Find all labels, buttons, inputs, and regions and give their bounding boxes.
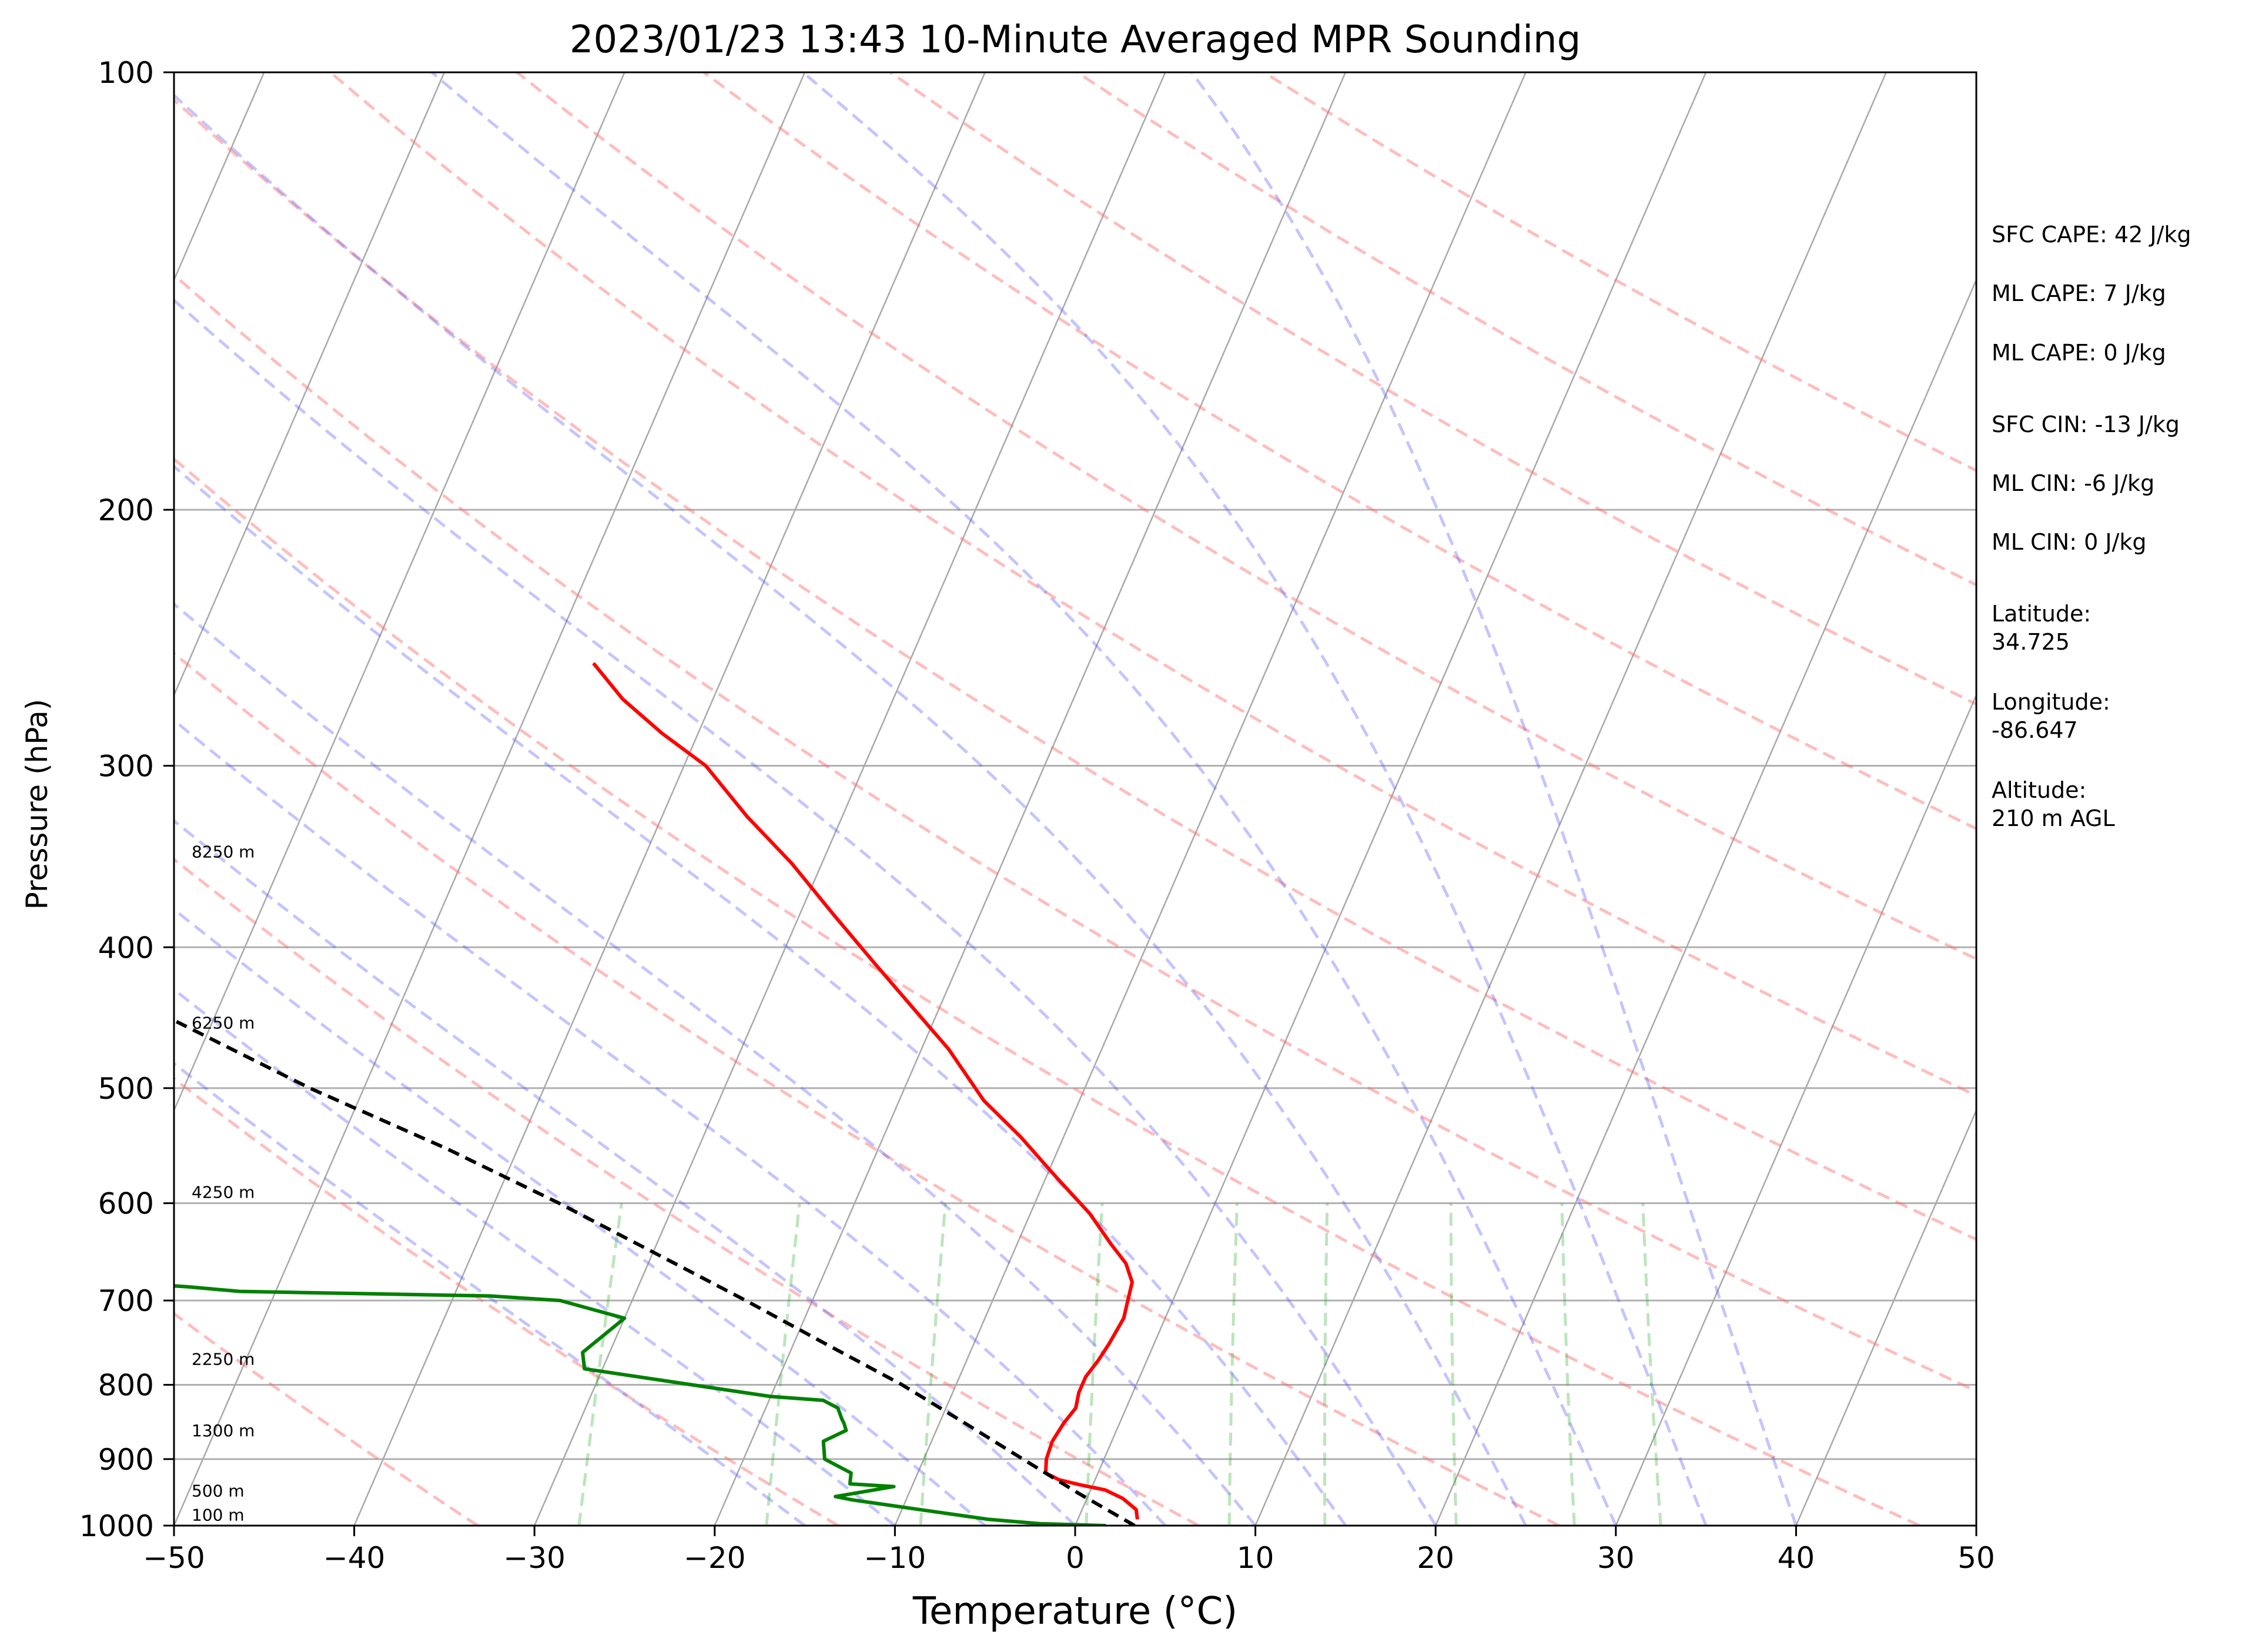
x-tick-label: −30 bbox=[503, 1541, 565, 1575]
height-label: 4250 m bbox=[192, 1183, 255, 1202]
dry-adiabat-line bbox=[329, 72, 1976, 1098]
x-tick-label: −50 bbox=[143, 1541, 205, 1575]
mixing-ratio-line bbox=[577, 1203, 623, 1526]
latitude-text: Latitude: 34.725 bbox=[1992, 601, 2092, 655]
y-tick-label: 800 bbox=[98, 1368, 154, 1402]
mixing-ratio-line bbox=[1449, 1203, 1458, 1526]
y-tick-label: 300 bbox=[98, 749, 154, 783]
isotherm-line bbox=[174, 72, 446, 697]
y-tick-label: 1000 bbox=[79, 1509, 154, 1543]
x-tick-label: 0 bbox=[1066, 1541, 1085, 1575]
dry-adiabat-line bbox=[174, 651, 1560, 1526]
isotherm-line bbox=[174, 72, 806, 1526]
parcel-path-line bbox=[175, 1020, 1136, 1526]
x-tick-label: −40 bbox=[323, 1541, 386, 1575]
sfc-cin-text: SFC CIN: -13 J/kg bbox=[1992, 412, 2180, 437]
isotherm-line bbox=[1254, 72, 1887, 1526]
x-tick-label: 20 bbox=[1417, 1541, 1454, 1575]
height-label: 8250 m bbox=[192, 842, 255, 862]
chart-title: 2023/01/23 13:43 10-Minute Averaged MPR … bbox=[570, 18, 1581, 62]
dry-adiabat-line bbox=[174, 273, 1976, 1393]
isotherm-line bbox=[1795, 1108, 1976, 1526]
height-label: 2250 m bbox=[192, 1349, 255, 1369]
moist-adiabat-line bbox=[174, 93, 1527, 1526]
mixing-ratio-line bbox=[919, 1203, 947, 1526]
moist-adiabat-line bbox=[174, 1061, 806, 1526]
x-tick-label: 10 bbox=[1237, 1541, 1274, 1575]
height-label: 500 m bbox=[192, 1482, 245, 1501]
moist-adiabat-line bbox=[174, 464, 1347, 1526]
isotherm-line bbox=[714, 72, 1347, 1526]
mixing-ratio-line bbox=[1227, 1203, 1239, 1526]
moist-adiabat-line bbox=[174, 298, 1437, 1526]
moist-adiabat-line bbox=[174, 907, 986, 1526]
sfc-cape-text: SFC CAPE: 42 J/kg bbox=[1992, 222, 2191, 248]
dry-adiabat-line bbox=[174, 457, 1920, 1526]
isotherm-line bbox=[1074, 72, 1707, 1526]
longitude-text: Longitude: -86.647 bbox=[1992, 689, 2110, 743]
moist-adiabat-line bbox=[802, 72, 1708, 1526]
x-tick-label: −20 bbox=[684, 1541, 746, 1575]
dry-adiabat-line bbox=[174, 1312, 478, 1526]
x-tick-label: 30 bbox=[1597, 1541, 1635, 1575]
mixing-ratio-line bbox=[1323, 1203, 1329, 1526]
x-axis-label: Temperature (°C) bbox=[912, 1590, 1237, 1633]
dry-adiabat-line bbox=[174, 98, 1976, 1241]
dry-adiabat-line bbox=[516, 72, 1976, 961]
moist-adiabat-line bbox=[174, 987, 896, 1526]
mixing-ratio-line bbox=[1641, 1203, 1662, 1526]
isotherm-line bbox=[534, 72, 1166, 1526]
moist-adiabat-line bbox=[1190, 72, 1798, 1526]
isotherm-line bbox=[894, 72, 1527, 1526]
ml-cin-text: ML CIN: -6 J/kg bbox=[1992, 470, 2155, 496]
y-tick-label: 700 bbox=[98, 1284, 154, 1318]
isotherm-line bbox=[353, 72, 986, 1526]
moist-adiabat-line bbox=[174, 602, 1257, 1526]
y-tick-label: 900 bbox=[98, 1443, 154, 1477]
y-axis-label: Pressure (hPa) bbox=[20, 699, 54, 910]
moist-adiabat-line bbox=[430, 72, 1618, 1526]
altitude-text: Altitude: 210 m AGL bbox=[1992, 777, 2115, 831]
dewpoint-line bbox=[174, 1284, 1106, 1526]
height-label: 1300 m bbox=[192, 1421, 255, 1440]
mixing-ratio-line bbox=[765, 1203, 801, 1526]
dry-adiabat-line bbox=[174, 857, 1200, 1526]
ml-cape-text: ML CAPE: 7 J/kg bbox=[1992, 280, 2166, 306]
mu-cin-text: ML CIN: 0 J/kg bbox=[1992, 529, 2147, 555]
dry-adiabat-line bbox=[1263, 72, 1976, 473]
y-tick-label: 200 bbox=[98, 493, 154, 527]
temperature-line bbox=[592, 662, 1139, 1520]
dry-adiabat-line bbox=[174, 1076, 839, 1526]
height-label: 100 m bbox=[192, 1505, 245, 1524]
y-tick-label: 500 bbox=[98, 1072, 154, 1106]
x-tick-label: −10 bbox=[864, 1541, 926, 1575]
mixing-ratio-line bbox=[1560, 1203, 1576, 1526]
mu-cape-text: ML CAPE: 0 J/kg bbox=[1992, 340, 2166, 366]
isotherm-line bbox=[174, 72, 625, 1112]
isotherm-line bbox=[1615, 693, 1976, 1526]
isotherm-line bbox=[1435, 278, 1976, 1526]
moist-adiabat-line bbox=[174, 818, 1076, 1526]
y-tick-label: 400 bbox=[98, 931, 154, 965]
y-tick-label: 100 bbox=[98, 56, 154, 90]
dry-adiabat-line bbox=[702, 72, 1976, 831]
x-tick-label: 50 bbox=[1957, 1541, 1995, 1575]
height-label: 6250 m bbox=[192, 1014, 255, 1033]
x-tick-label: 40 bbox=[1778, 1541, 1815, 1575]
y-tick-label: 600 bbox=[98, 1187, 154, 1221]
plot-frame bbox=[173, 71, 1977, 1527]
